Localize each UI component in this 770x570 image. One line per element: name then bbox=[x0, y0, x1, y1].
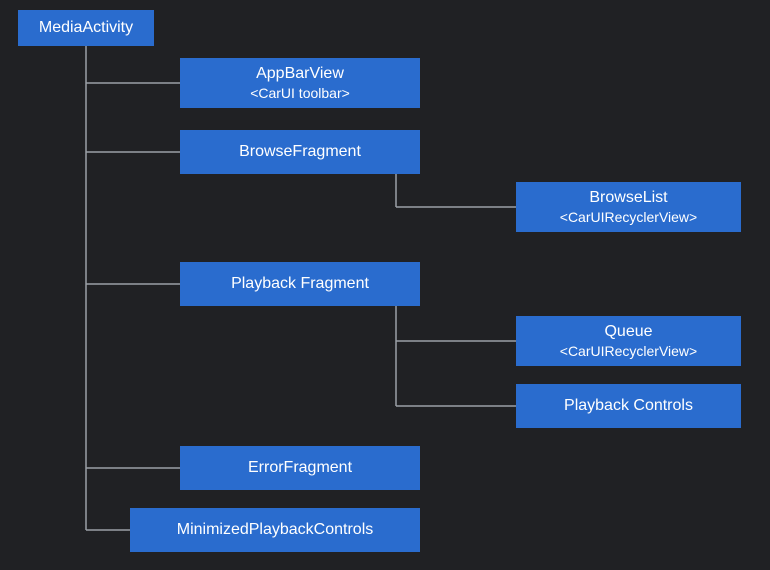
node-subtitle: <CarUIRecyclerView> bbox=[560, 343, 697, 360]
node-subtitle: <CarUIRecyclerView> bbox=[560, 209, 697, 226]
node-title: BrowseFragment bbox=[239, 142, 361, 161]
node-title: BrowseList bbox=[589, 188, 667, 207]
node-subtitle: <CarUI toolbar> bbox=[250, 85, 350, 102]
node-title: ErrorFragment bbox=[248, 458, 352, 477]
node-minimized-playback-controls: MinimizedPlaybackControls bbox=[130, 508, 420, 552]
node-title: MediaActivity bbox=[39, 18, 133, 37]
node-title: Playback Fragment bbox=[231, 274, 369, 293]
node-title: MinimizedPlaybackControls bbox=[177, 520, 374, 539]
node-browse-fragment: BrowseFragment bbox=[180, 130, 420, 174]
node-playback-fragment: Playback Fragment bbox=[180, 262, 420, 306]
node-queue: Queue <CarUIRecyclerView> bbox=[516, 316, 741, 366]
node-media-activity: MediaActivity bbox=[18, 10, 154, 46]
node-appbar-view: AppBarView <CarUI toolbar> bbox=[180, 58, 420, 108]
node-error-fragment: ErrorFragment bbox=[180, 446, 420, 490]
node-browse-list: BrowseList <CarUIRecyclerView> bbox=[516, 182, 741, 232]
node-title: Playback Controls bbox=[564, 396, 693, 415]
node-playback-controls: Playback Controls bbox=[516, 384, 741, 428]
node-title: Queue bbox=[604, 322, 652, 341]
node-title: AppBarView bbox=[256, 64, 344, 83]
